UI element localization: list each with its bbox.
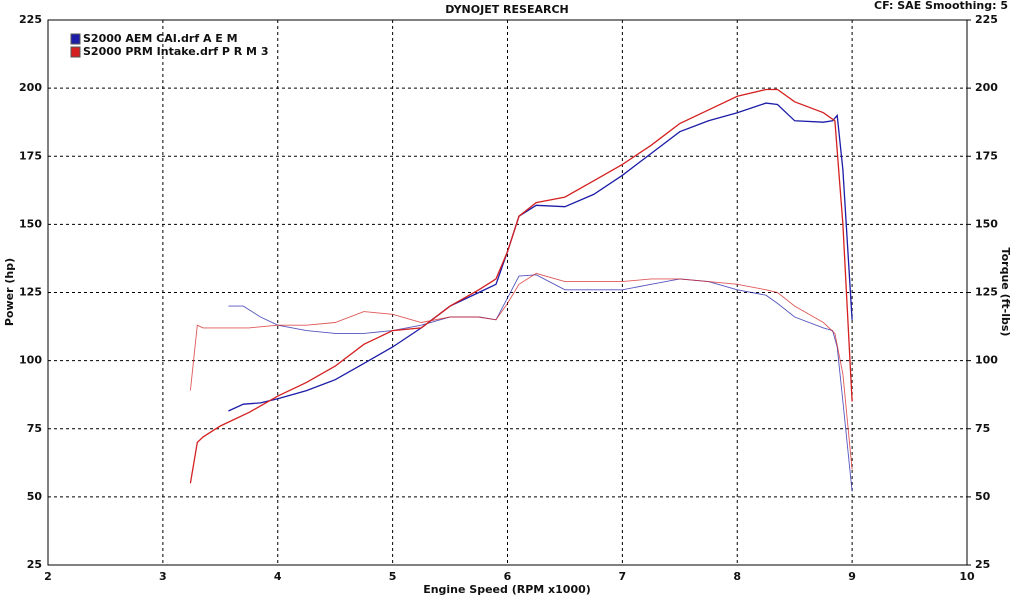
y-tick-label: 175 bbox=[19, 149, 42, 162]
x-tick-label: 5 bbox=[389, 570, 397, 583]
x-tick-label: 9 bbox=[848, 570, 856, 583]
y-tick-label: 225 bbox=[19, 13, 42, 26]
y2-tick-label: 150 bbox=[975, 217, 998, 230]
y2-tick-label: 50 bbox=[975, 490, 991, 503]
y-tick-label: 125 bbox=[19, 286, 42, 299]
y2-axis-label: Torque (ft-lbs) bbox=[999, 248, 1012, 337]
y2-tick-label: 200 bbox=[975, 81, 998, 94]
y-tick-label: 200 bbox=[19, 81, 42, 94]
chart-subtitle: CF: SAE Smoothing: 5 bbox=[874, 0, 1008, 12]
x-tick-label: 6 bbox=[504, 570, 512, 583]
y2-tick-label: 25 bbox=[975, 558, 990, 571]
x-tick-label: 3 bbox=[159, 570, 167, 583]
x-tick-label: 7 bbox=[619, 570, 627, 583]
y2-tick-label: 100 bbox=[975, 354, 998, 367]
y-tick-label: 75 bbox=[27, 422, 42, 435]
power-line bbox=[228, 102, 853, 412]
x-tick-label: 4 bbox=[274, 570, 282, 583]
y-tick-label: 25 bbox=[27, 558, 42, 571]
legend-swatch bbox=[70, 33, 81, 45]
x-tick-label: 8 bbox=[733, 570, 741, 583]
y-tick-label: 100 bbox=[19, 354, 42, 367]
x-tick-label: 2 bbox=[44, 570, 52, 583]
y-tick-label: 150 bbox=[19, 217, 42, 230]
y-axis-label: Power (hp) bbox=[3, 258, 16, 326]
x-tick-label: 10 bbox=[959, 570, 975, 583]
y2-tick-label: 175 bbox=[975, 149, 998, 162]
y-tick-label: 50 bbox=[27, 490, 43, 503]
y2-tick-label: 125 bbox=[975, 286, 998, 299]
torque-line bbox=[228, 274, 853, 492]
chart-title: DYNOJET RESEARCH bbox=[445, 3, 568, 16]
power-line bbox=[189, 88, 853, 484]
x-axis-label: Engine Speed (RPM x1000) bbox=[423, 583, 591, 596]
y2-tick-label: 225 bbox=[975, 13, 998, 26]
legend-label: S2000 PRM Intake.drf P R M 3 bbox=[83, 45, 268, 58]
legend-swatch bbox=[70, 46, 81, 58]
y2-tick-label: 75 bbox=[975, 422, 990, 435]
torque-line bbox=[189, 272, 853, 470]
legend-label: S2000 AEM CAI.drf A E M bbox=[83, 32, 238, 45]
